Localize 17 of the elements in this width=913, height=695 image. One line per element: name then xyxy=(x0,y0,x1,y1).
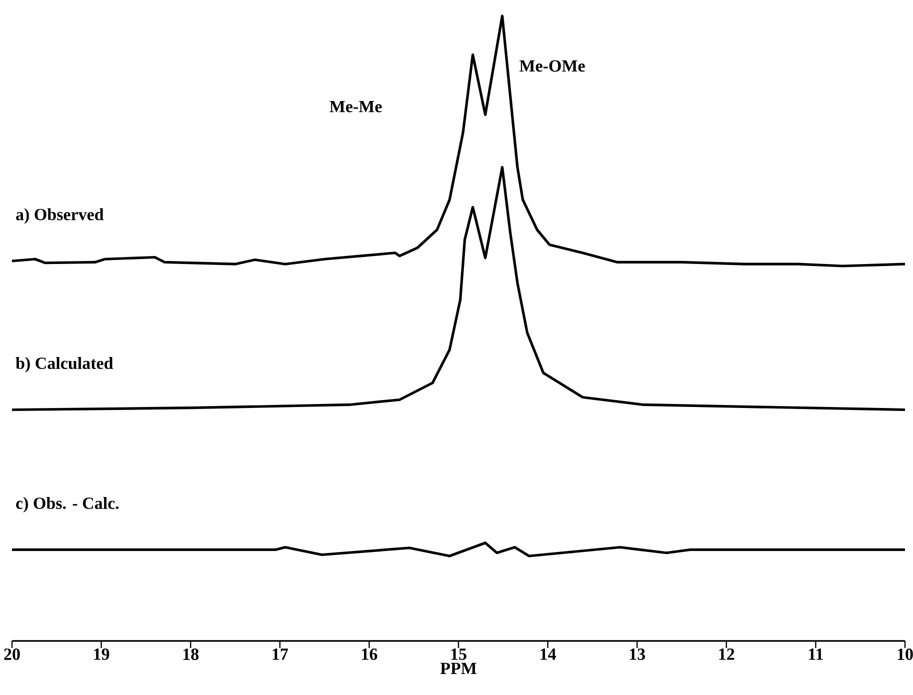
x-tick-label: 12 xyxy=(719,648,734,660)
x-tick-label: 15 xyxy=(451,648,466,660)
x-tick-label: 17 xyxy=(272,648,288,660)
annotation: Me-Me xyxy=(330,100,382,112)
text: b) Calculated xyxy=(16,357,114,372)
x-tick-label: 13 xyxy=(630,648,646,660)
text: c) Obs. - Calc. xyxy=(16,497,119,512)
x-tick-label: 19 xyxy=(94,648,110,660)
x-tick-label: 14 xyxy=(540,648,556,660)
x-tick-label: 16 xyxy=(362,648,378,660)
text: a) Observed xyxy=(16,208,104,224)
x-axis-title: PPM xyxy=(440,662,476,674)
x-tick-label: 18 xyxy=(183,648,199,660)
x-tick-label: 10 xyxy=(898,648,913,660)
annotation: Me-OMe xyxy=(520,60,585,72)
x-tick-label: 20 xyxy=(4,648,20,660)
x-tick-label: 11 xyxy=(809,648,823,660)
